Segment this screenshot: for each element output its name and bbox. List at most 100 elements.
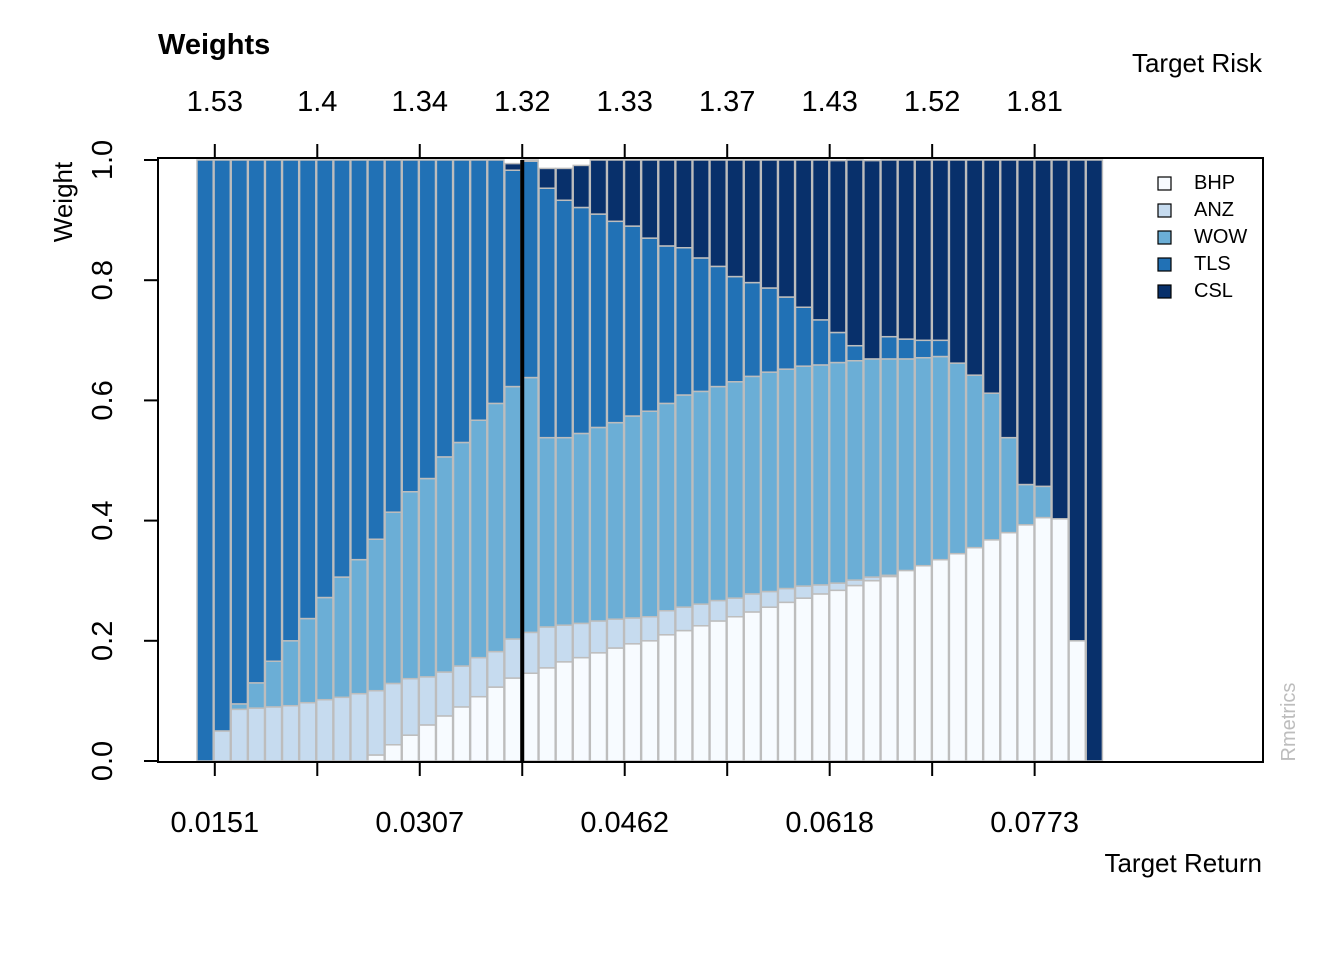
bar-segment-bhp-35 <box>777 601 796 762</box>
bar-segment-csl-44 <box>931 159 950 342</box>
bar-segment-anz-11 <box>367 689 385 756</box>
bar-segment-bhp-52 <box>1068 640 1087 762</box>
bar-segment-bhp-26 <box>623 643 642 762</box>
bar-segment-wow-29 <box>675 394 693 608</box>
bar-segment-bhp-43 <box>914 564 933 762</box>
bar-segment-bhp-40 <box>863 579 881 762</box>
bar-segment-bhp-23 <box>572 656 591 762</box>
bar-segment-anz-34 <box>760 590 779 608</box>
bar-segment-wow-39 <box>846 359 864 581</box>
bar-segment-wow-43 <box>914 356 933 567</box>
x-tick-label: 0.0462 <box>580 807 669 839</box>
bar-segment-anz-27 <box>640 616 659 642</box>
bar-segment-wow-13 <box>401 491 420 680</box>
bar-segment-csl-47 <box>982 159 1001 394</box>
bar-segment-csl-40 <box>863 159 881 360</box>
bar-segment-tls-11 <box>367 159 385 540</box>
bar-segment-tls-37 <box>811 319 830 366</box>
bar-segment-wow-19 <box>504 385 522 640</box>
bar-segment-anz-25 <box>606 618 625 649</box>
bar-segment-csl-24 <box>589 159 608 215</box>
bar-segment-bhp-14 <box>418 724 437 762</box>
bar-segment-wow-36 <box>794 365 813 587</box>
top-tick-label: 1.81 <box>1006 86 1062 118</box>
bar-segment-bhp-16 <box>452 706 471 762</box>
top-tick-label: 1.52 <box>904 86 960 118</box>
legend-label-anz: ANZ <box>1194 199 1234 221</box>
bar-segment-wow-35 <box>777 368 796 590</box>
bar-segment-bhp-20 <box>521 672 539 762</box>
bar-segment-tls-21 <box>538 187 556 439</box>
legend-swatch-anz <box>1157 203 1172 218</box>
bar-segment-wow-27 <box>640 410 659 618</box>
bar-segment-bhp-44 <box>931 558 950 762</box>
bar-segment-anz-9 <box>333 696 351 762</box>
bar-segment-wow-49 <box>1017 483 1035 526</box>
bar-segment-csl-28 <box>657 159 676 247</box>
bar-segment-anz-17 <box>469 656 488 698</box>
y-tick-label: 0.2 <box>87 621 119 661</box>
bar-segment-anz-31 <box>709 599 727 622</box>
bar-segment-bhp-11 <box>367 754 385 762</box>
legend-label-csl: CSL <box>1194 280 1233 302</box>
bar-segment-anz-10 <box>350 692 368 762</box>
bar-segment-bhp-12 <box>384 744 403 762</box>
bar-segment-anz-38 <box>828 582 847 592</box>
bar-segment-bhp-18 <box>486 686 505 762</box>
bar-segment-tls-28 <box>657 245 676 405</box>
bar-segment-tls-1 <box>196 159 214 762</box>
bar-segment-anz-33 <box>743 593 762 613</box>
bar-segment-anz-30 <box>692 603 710 627</box>
bar-segment-csl-46 <box>965 159 984 376</box>
top-tick-label: 1.4 <box>297 86 337 118</box>
bar-segment-wow-46 <box>965 374 984 549</box>
bar-segment-anz-5 <box>264 706 283 762</box>
bar-segment-wow-6 <box>281 640 300 707</box>
bar-segment-csl-26 <box>623 159 642 227</box>
bar-segment-tls-44 <box>931 339 950 358</box>
bar-segment-tls-12 <box>384 159 403 513</box>
bar-segment-wow-3 <box>230 703 249 711</box>
legend-label-wow: WOW <box>1194 226 1247 248</box>
bar-segment-tls-5 <box>264 159 283 662</box>
bar-segment-tls-8 <box>315 159 334 599</box>
legend-label-bhp: BHP <box>1194 172 1235 194</box>
bar-segment-wow-17 <box>469 419 488 659</box>
legend-swatch-bhp <box>1157 176 1172 191</box>
bar-segment-anz-39 <box>846 579 864 587</box>
bar-segment-wow-26 <box>623 415 642 619</box>
bar-segment-wow-30 <box>692 390 710 605</box>
bar-segment-tls-33 <box>743 281 762 378</box>
bar-segment-tls-15 <box>435 159 454 458</box>
bar-segment-tls-29 <box>675 247 693 396</box>
x-tick-label: 0.0307 <box>375 807 464 839</box>
bar-segment-csl-32 <box>726 159 745 278</box>
bar-segment-tls-13 <box>401 159 420 493</box>
bar-segment-wow-7 <box>298 617 317 704</box>
x-tick-label: 0.0773 <box>990 807 1079 839</box>
bar-segment-tls-34 <box>760 287 779 373</box>
bar-segment-wow-10 <box>350 558 368 695</box>
bar-segment-anz-35 <box>777 587 796 604</box>
bar-segment-bhp-45 <box>948 552 967 762</box>
bar-segment-tls-35 <box>777 296 796 370</box>
bar-segment-tls-9 <box>333 159 351 578</box>
bar-segment-wow-15 <box>435 456 454 673</box>
bar-segment-tls-7 <box>298 159 317 620</box>
bar-segment-anz-24 <box>589 620 608 654</box>
bar-segment-csl-49 <box>1017 159 1035 486</box>
bar-segment-wow-45 <box>948 362 967 555</box>
bar-segment-tls-18 <box>486 159 505 405</box>
bar-segment-tls-10 <box>350 159 368 561</box>
bar-segment-anz-6 <box>281 704 300 762</box>
bar-segment-anz-8 <box>315 698 334 762</box>
bar-segment-tls-20 <box>521 160 539 379</box>
x-tick-label: 0.0618 <box>785 807 874 839</box>
bar-segment-anz-32 <box>726 597 745 618</box>
bar-segment-tls-43 <box>914 339 933 359</box>
bar-segment-anz-2 <box>213 730 232 762</box>
bar-segment-anz-16 <box>452 665 471 708</box>
y-tick-label: 0.8 <box>87 260 119 300</box>
bar-segment-tls-2 <box>213 159 232 732</box>
top-tick-label: 1.43 <box>801 86 857 118</box>
